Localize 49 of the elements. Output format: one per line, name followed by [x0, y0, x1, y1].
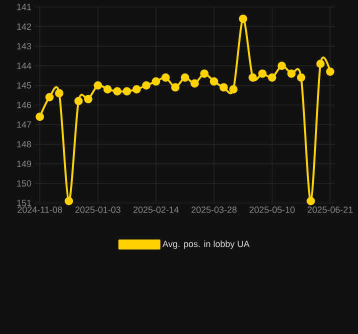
x-tick-label: 2025-05-10 [250, 206, 295, 213]
x-tick-label: 2025-03-28 [192, 206, 237, 213]
point [238, 14, 248, 23]
y-tick-label: 146 [17, 102, 32, 108]
point [74, 96, 83, 106]
point [296, 73, 306, 82]
point [36, 112, 44, 121]
x-tick-label: 2025-02-14 [133, 206, 179, 213]
x-tick-label: 2025-06-21 [308, 206, 353, 213]
point [132, 85, 141, 94]
point [94, 81, 102, 90]
point [152, 77, 160, 86]
point [171, 83, 180, 92]
point [84, 94, 92, 104]
point [55, 89, 64, 98]
y-tick-label: 147 [17, 122, 32, 128]
point [113, 87, 122, 96]
y-tick-label: 151 [17, 200, 32, 206]
point [161, 73, 170, 82]
x-tick-label: 2024-11-08 [18, 206, 62, 213]
point [210, 77, 218, 86]
y-tick-label: 143 [17, 43, 32, 50]
point [268, 73, 276, 82]
point [64, 196, 74, 206]
point [248, 73, 257, 82]
point [180, 73, 190, 82]
point [45, 92, 54, 102]
point [200, 69, 209, 78]
point [229, 85, 238, 94]
point [306, 196, 315, 206]
point [258, 69, 267, 78]
y-tick-label: 149 [17, 160, 32, 167]
point [190, 79, 199, 88]
y-tick-label: 150 [17, 180, 32, 187]
point [220, 83, 228, 92]
point [278, 62, 286, 70]
x-tick-label: 2025-01-03 [75, 206, 120, 213]
point [316, 60, 325, 68]
legend-label: Avg. pos. in lobby UA [162, 240, 250, 249]
y-tick-label: 144 [17, 62, 32, 69]
point [326, 67, 334, 76]
y-tick-label: 141 [17, 4, 32, 10]
y-tick-label: 145 [17, 82, 32, 89]
y-tick-label: 142 [17, 23, 32, 30]
point [122, 87, 132, 96]
point [142, 81, 150, 90]
point [103, 85, 112, 94]
y-tick-label: 148 [17, 141, 32, 148]
point [287, 69, 296, 78]
